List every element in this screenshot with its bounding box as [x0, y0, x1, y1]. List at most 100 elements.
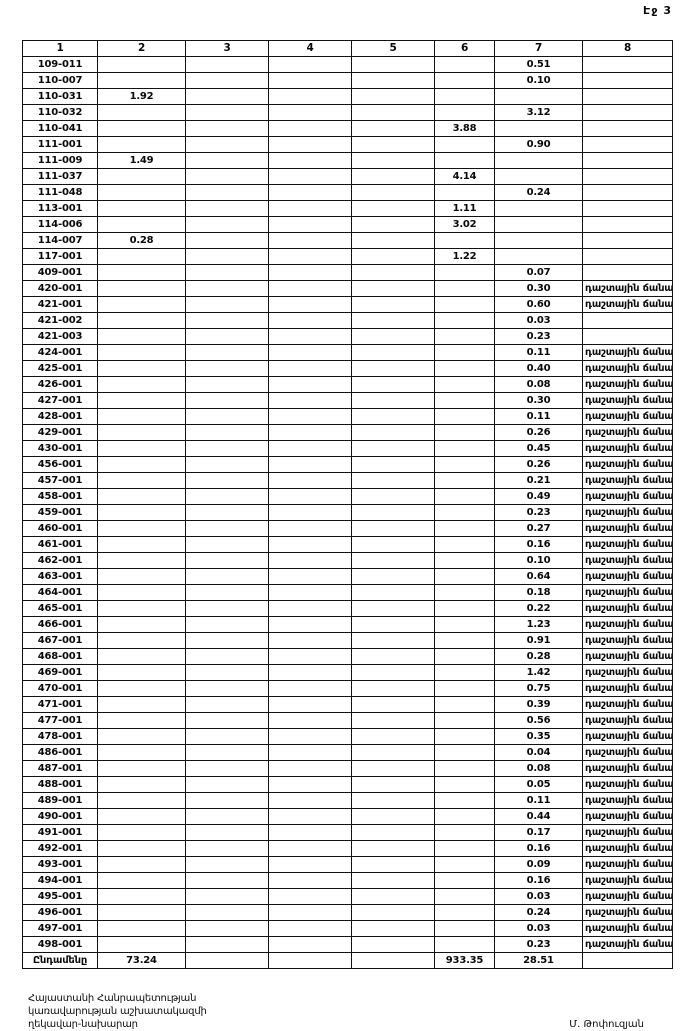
row-value-cell-4	[268, 872, 352, 889]
row-note-cell	[582, 152, 673, 169]
row-code-cell: 492-001	[22, 840, 98, 857]
row-code-cell: 461-001	[22, 536, 98, 553]
row-code-cell: 420-001	[22, 280, 98, 297]
row-value-cell-5	[351, 712, 435, 729]
row-value-cell-3	[185, 56, 269, 73]
row-value-cell-2	[97, 552, 186, 569]
table-row: 113-001 1.11	[22, 200, 673, 217]
table-row: 111-037 4.14	[22, 168, 673, 185]
row-code-cell: 110-032	[22, 104, 98, 121]
row-value-cell-3	[185, 792, 269, 809]
row-value-cell-2: 0.28	[97, 232, 186, 249]
row-value-cell-6	[434, 536, 495, 553]
table-row: 110-032 3.12	[22, 104, 673, 121]
row-value-cell-5	[351, 936, 435, 953]
row-value-cell-3	[185, 472, 269, 489]
row-code-cell: 109-011	[22, 56, 98, 73]
row-value-cell-3	[185, 312, 269, 329]
row-value-cell-3	[185, 520, 269, 537]
row-note-cell: դաշտային ճանապարհգմ	[582, 376, 673, 393]
row-code-cell: 424-001	[22, 344, 98, 361]
row-value-cell-3	[185, 840, 269, 857]
row-value-cell-6	[434, 392, 495, 409]
row-code-cell: 489-001	[22, 792, 98, 809]
row-value-cell-5	[351, 824, 435, 841]
table-body: 109-011 0.51 110-007 0.10 110-031 1.92 110-032…	[22, 56, 673, 953]
row-value-cell-7: 0.64	[494, 568, 583, 585]
row-code-cell: 487-001	[22, 760, 98, 777]
row-value-cell-2	[97, 936, 186, 953]
row-value-cell-3	[185, 280, 269, 297]
row-value-cell-4	[268, 392, 352, 409]
row-value-cell-7: 0.40	[494, 360, 583, 377]
row-value-cell-7: 0.51	[494, 56, 583, 73]
row-code-cell: 111-037	[22, 168, 98, 185]
row-code-cell: 427-001	[22, 392, 98, 409]
row-note-cell	[582, 264, 673, 281]
row-value-cell-2	[97, 264, 186, 281]
row-code-cell: 486-001	[22, 744, 98, 761]
row-note-cell: դաշտային ճանապարհգմ	[582, 520, 673, 537]
row-value-cell-6	[434, 184, 495, 201]
row-note-cell	[582, 168, 673, 185]
row-note-cell: դաշտային ճանապարհգմ	[582, 776, 673, 793]
row-value-cell-3	[185, 168, 269, 185]
row-value-cell-6	[434, 72, 495, 89]
row-value-cell-2	[97, 408, 186, 425]
row-value-cell-7: 0.11	[494, 344, 583, 361]
row-value-cell-5	[351, 392, 435, 409]
row-note-cell	[582, 328, 673, 345]
row-value-cell-4	[268, 760, 352, 777]
row-value-cell-6	[434, 344, 495, 361]
row-value-cell-6	[434, 472, 495, 489]
row-code-cell: 495-001	[22, 888, 98, 905]
row-value-cell-6	[434, 568, 495, 585]
totals-col-6: 933.35	[434, 952, 495, 969]
row-value-cell-2	[97, 632, 186, 649]
row-value-cell-5	[351, 504, 435, 521]
row-code-cell: 469-001	[22, 664, 98, 681]
table-row: 421-002 0.03	[22, 312, 673, 329]
totals-col-5	[351, 952, 435, 969]
row-value-cell-6: 4.14	[434, 168, 495, 185]
row-value-cell-5	[351, 216, 435, 233]
land-parcel-table: 1 2 3 4 5 6 7 8 109-011 0.51 110-007 0.10 11…	[22, 40, 673, 969]
row-value-cell-5	[351, 760, 435, 777]
table-row: 111-048 0.24	[22, 184, 673, 201]
row-value-cell-5	[351, 888, 435, 905]
row-value-cell-6	[434, 152, 495, 169]
row-note-cell: դաշտային ճանապարհգմ	[582, 632, 673, 649]
row-value-cell-5	[351, 632, 435, 649]
row-value-cell-4	[268, 664, 352, 681]
row-value-cell-3	[185, 904, 269, 921]
row-value-cell-7	[494, 120, 583, 137]
row-value-cell-5	[351, 72, 435, 89]
row-value-cell-6	[434, 456, 495, 473]
row-value-cell-4	[268, 168, 352, 185]
row-code-cell: 478-001	[22, 728, 98, 745]
row-value-cell-5	[351, 904, 435, 921]
row-value-cell-6	[434, 280, 495, 297]
row-value-cell-3	[185, 920, 269, 937]
row-value-cell-5	[351, 600, 435, 617]
totals-col-3	[185, 952, 269, 969]
row-value-cell-5	[351, 616, 435, 633]
row-value-cell-7: 0.39	[494, 696, 583, 713]
row-value-cell-7: 0.10	[494, 72, 583, 89]
row-value-cell-2	[97, 744, 186, 761]
row-value-cell-6	[434, 312, 495, 329]
row-value-cell-3	[185, 712, 269, 729]
table-row: 111-009 1.49	[22, 152, 673, 169]
